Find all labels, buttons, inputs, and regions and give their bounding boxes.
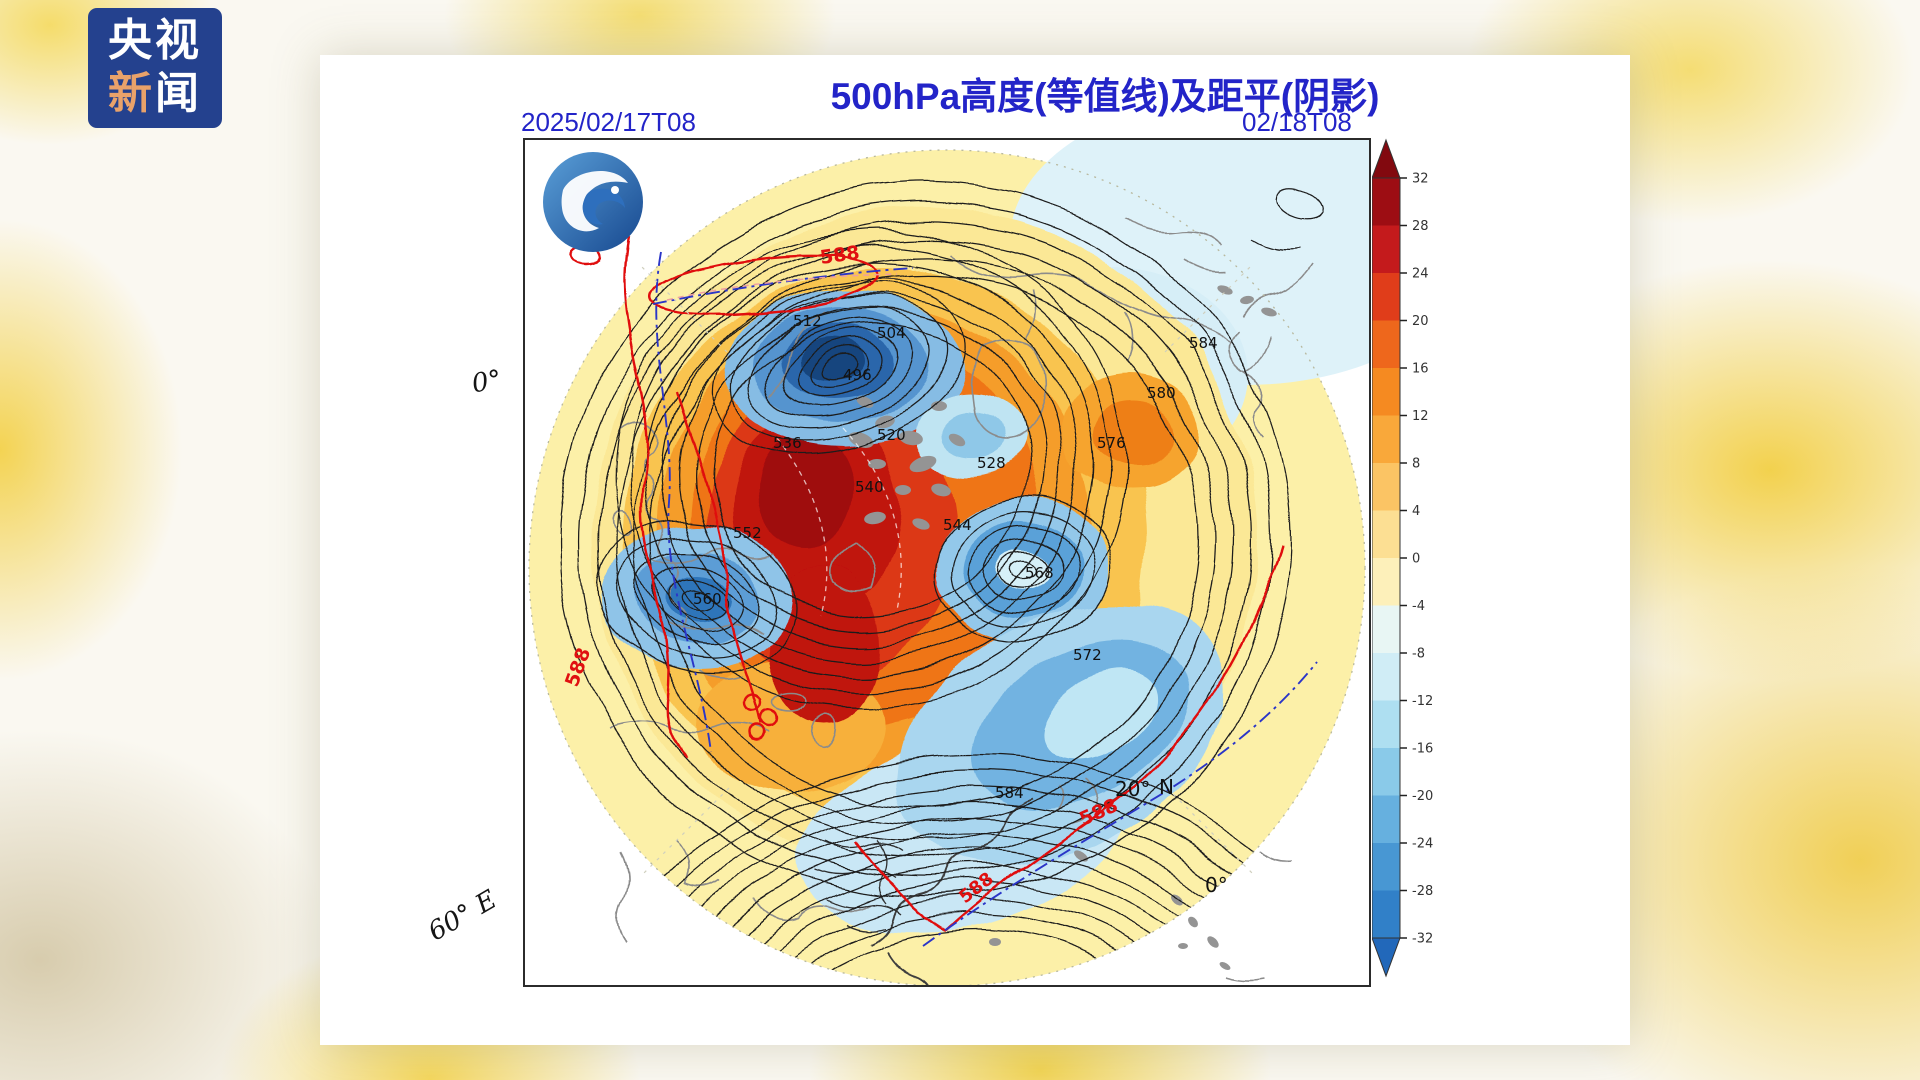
colorbar-segment: [1372, 368, 1400, 416]
contour-label: 576: [1097, 434, 1126, 452]
weather-map: 512 504 496 520 528 536 540 544 552 560 568 572 576 5…: [523, 138, 1371, 987]
contour-label: 528: [977, 454, 1006, 472]
contour-label: 568: [1025, 564, 1054, 582]
reference-dashdot-lines: [652, 251, 1318, 947]
colorbar-tick-label: -32: [1412, 932, 1433, 947]
contour-label: 512: [793, 312, 822, 330]
map-labels: 512 504 496 520 528 536 540 544 552 560 568 572 576 5…: [561, 242, 1228, 908]
colorbar-segment: [1372, 890, 1400, 939]
colorbar-tick-label: 4: [1412, 504, 1420, 519]
colorbar-ticks: 32 28 24 20 16 12 8 4 0 -4 -8 -12 -16 -20 -24 -28 -32: [1400, 172, 1433, 947]
colorbar-segment: [1372, 748, 1400, 796]
colorbar-tick-label: -24: [1412, 837, 1433, 852]
colorbar-segment: [1372, 225, 1400, 274]
contour-label: 584: [1189, 334, 1218, 352]
contour-label: 496: [843, 366, 872, 384]
contour-label: 560: [693, 590, 722, 608]
colorbar-segment: [1372, 510, 1400, 559]
colorbar-segment: [1372, 273, 1400, 321]
colorbar-segment: [1372, 795, 1400, 844]
logo-text-bottom: 新闻: [108, 68, 202, 121]
contour-label: 540: [855, 478, 884, 496]
contour-label-588: 588: [819, 242, 861, 269]
colorbar-segment: [1372, 605, 1400, 654]
anomaly-colorbar: 32 28 24 20 16 12 8 4 0 -4 -8 -12 -16 -20 -24 -28 -32: [1371, 138, 1502, 983]
weather-service-logo: [543, 152, 643, 252]
colorbar-tick-label: 12: [1412, 409, 1429, 424]
colorbar-segment: [1372, 178, 1400, 226]
colorbar-tick-label: 32: [1412, 172, 1429, 187]
contour-label: 536: [773, 434, 802, 452]
colorbar-tick-label: -28: [1412, 884, 1433, 899]
contour-label: 580: [1147, 384, 1176, 402]
colorbar-tick-label: 16: [1412, 362, 1429, 377]
contour-588-red: [568, 235, 1285, 932]
contour-label: 544: [943, 516, 972, 534]
contour-label: 572: [1073, 646, 1102, 664]
colorbar-tick-label: 20: [1412, 314, 1429, 329]
logo-char-wen: 闻: [155, 69, 202, 118]
colorbar-tick-label: 24: [1412, 267, 1429, 282]
colorbar-tick-label: -16: [1412, 742, 1433, 757]
logo-char-xin: 新: [108, 69, 155, 118]
contour-label: 520: [877, 426, 906, 444]
meridian-label-60e: 60° E: [423, 884, 502, 948]
graticule: [528, 149, 1366, 985]
meridian-label-0deg: 0°: [469, 364, 504, 400]
content-card: 500hPa高度(等值线)及距平(阴影) 2025/02/17T08 02/18…: [320, 55, 1630, 1045]
logo-text-top: 央视: [108, 16, 202, 66]
contour-label: N: [1159, 775, 1174, 799]
east-asia-coastline: [870, 799, 1034, 985]
colorbar-tick-label: 0: [1412, 552, 1420, 567]
colorbar-segment: [1372, 415, 1400, 464]
island-shapes: [848, 285, 1277, 970]
height-contours: [559, 182, 1323, 898]
colorbar-segment: [1372, 653, 1400, 701]
colorbar-tick-label: -12: [1412, 694, 1433, 709]
contour-fan: [529, 753, 1365, 985]
contour-label: 20°: [1115, 777, 1150, 801]
cctv-news-logo: 央视 新闻: [88, 8, 222, 128]
colorbar-arrow-top: [1371, 138, 1401, 179]
weather-map-canvas: 512 504 496 520 528 536 540 544 552 560 568 572 576 5…: [525, 140, 1369, 985]
colorbar-tick-label: 8: [1412, 457, 1420, 472]
colorbar-segment: [1372, 843, 1400, 891]
contour-label: 552: [733, 524, 762, 542]
colorbar-segment: [1372, 700, 1400, 749]
colorbar-tick-label: -8: [1412, 647, 1425, 662]
anomaly-shading: [593, 208, 1257, 932]
contour-label: 0°: [1205, 873, 1228, 897]
colorbar-tick-label: 28: [1412, 219, 1429, 234]
contour-label: 584: [995, 784, 1024, 802]
colorbar-arrow-bottom: [1371, 937, 1401, 978]
colorbar-segment: [1372, 558, 1400, 606]
colorbar-segment: [1372, 463, 1400, 511]
contour-label: 504: [877, 324, 906, 342]
datetime-start: 2025/02/17T08: [521, 107, 696, 137]
colorbar-segments: [1372, 178, 1400, 939]
colorbar-tick-label: -4: [1412, 599, 1425, 614]
colorbar-segment: [1372, 320, 1400, 369]
chart-title: 500hPa高度(等值线)及距平(阴影): [830, 76, 1380, 117]
datetime-end: 02/18T08: [1242, 107, 1352, 137]
colorbar-tick-label: -20: [1412, 789, 1433, 804]
